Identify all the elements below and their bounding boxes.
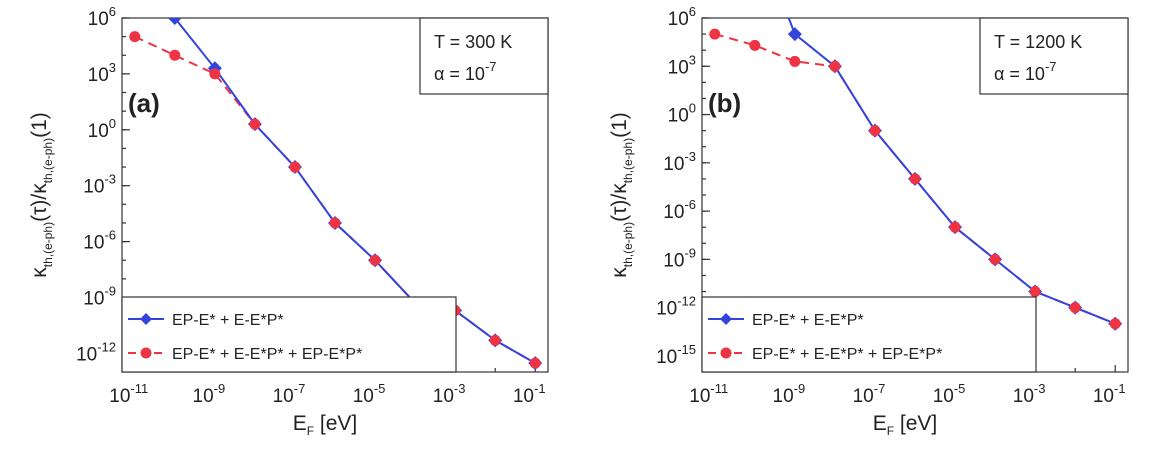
x-tick-label: 10-1 xyxy=(1093,381,1126,407)
y-tick-label: 106 xyxy=(668,4,696,30)
annotation-box xyxy=(979,17,1129,95)
data-point-circle xyxy=(829,60,841,72)
data-point-circle xyxy=(869,125,881,137)
data-point-circle xyxy=(789,55,801,67)
data-point-circle xyxy=(1069,302,1081,314)
panel-label: (b) xyxy=(708,88,741,118)
x-tick-label: 10-5 xyxy=(933,381,966,407)
data-point-circle xyxy=(209,68,221,80)
legend-label-series-2: EP-E* + E-E*P* + EP-E*P* xyxy=(752,346,942,363)
y-tick-label: 10-9 xyxy=(663,245,696,271)
data-point-circle xyxy=(289,161,301,173)
x-tick-label: 10-7 xyxy=(853,381,886,407)
data-point-circle xyxy=(489,334,501,346)
x-tick-label: 10-7 xyxy=(273,381,306,407)
y-tick-label: 10-9 xyxy=(83,283,116,309)
data-point-circle xyxy=(909,173,921,185)
plot-area xyxy=(709,18,1123,331)
x-tick-label: 10-11 xyxy=(689,381,728,407)
series-line-ep-e-star xyxy=(787,18,1116,325)
data-point-circle xyxy=(249,118,261,130)
annotation-box xyxy=(419,17,549,95)
x-tick-label: 10-3 xyxy=(1013,381,1046,407)
alpha-label: α = 10-7 xyxy=(994,59,1057,84)
legend-label-series-2: EP-E* + E-E*P* + EP-E*P* xyxy=(172,346,362,363)
panel-label: (a) xyxy=(128,88,160,118)
y-tick-label: 100 xyxy=(88,116,116,142)
x-tick-label: 10-9 xyxy=(773,381,806,407)
y-tick-label: 10-12 xyxy=(656,294,696,320)
y-tick-label: 103 xyxy=(88,60,116,86)
x-tick-label: 10-11 xyxy=(109,381,148,407)
y-tick-label: 10-6 xyxy=(83,228,116,254)
data-point-circle xyxy=(949,221,961,233)
y-axis-title: κth,(e-ph)(τ)/κth,(e-ph)(1) xyxy=(608,112,635,278)
data-point-circle xyxy=(1029,286,1041,298)
temperature-label: T = 300 K xyxy=(434,32,512,52)
legend-box xyxy=(701,296,1037,373)
data-point-circle xyxy=(169,49,181,61)
alpha-label: α = 10-7 xyxy=(434,59,497,84)
y-tick-label: 10-3 xyxy=(83,172,116,198)
y-tick-label: 10-3 xyxy=(663,149,696,175)
x-axis-title: EF [eV] xyxy=(293,412,358,438)
data-point-diamond xyxy=(167,18,182,25)
x-axis-title: EF [eV] xyxy=(873,412,938,438)
data-point-circle xyxy=(749,39,761,51)
x-tick-label: 10-1 xyxy=(513,381,546,407)
panel-b: 10-11 10-9 10-7 10-5 10-3 10-1 106 103 100 10-3 10… xyxy=(608,4,1129,438)
legend-marker-circle xyxy=(140,347,152,359)
legend-label-series-1: EP-E* + E-E*P* xyxy=(172,312,284,329)
x-tick-label: 10-3 xyxy=(433,381,466,407)
data-point-diamond xyxy=(787,27,802,42)
data-point-circle xyxy=(529,357,541,369)
data-point-circle xyxy=(369,254,381,266)
data-point-circle xyxy=(329,217,341,229)
legend-marker-diamond xyxy=(720,313,732,325)
data-point-circle xyxy=(989,253,1001,265)
data-point-circle xyxy=(1109,318,1121,330)
legend-box xyxy=(121,296,457,373)
y-tick-label: 106 xyxy=(88,4,116,30)
y-tick-label: 10-12 xyxy=(76,339,116,365)
panel-a: 10-11 10-9 10-7 10-5 10-3 10-1 106 103 100 10-3 10… xyxy=(28,4,549,438)
legend-marker-circle xyxy=(720,347,732,359)
y-tick-label: 10-15 xyxy=(656,342,696,368)
temperature-label: T = 1200 K xyxy=(994,32,1082,52)
data-point-circle xyxy=(709,28,721,40)
legend-marker-diamond xyxy=(140,313,152,325)
x-tick-label: 10-5 xyxy=(353,381,386,407)
x-tick-label: 10-9 xyxy=(193,381,226,407)
data-point-circle xyxy=(129,31,141,43)
y-axis-title: κth,(e-ph)(τ)/κth,(e-ph)(1) xyxy=(28,112,55,278)
y-tick-label: 103 xyxy=(668,52,696,78)
y-tick-label: 100 xyxy=(668,101,696,127)
legend-label-series-1: EP-E* + E-E*P* xyxy=(752,312,864,329)
y-tick-label: 10-6 xyxy=(663,197,696,223)
